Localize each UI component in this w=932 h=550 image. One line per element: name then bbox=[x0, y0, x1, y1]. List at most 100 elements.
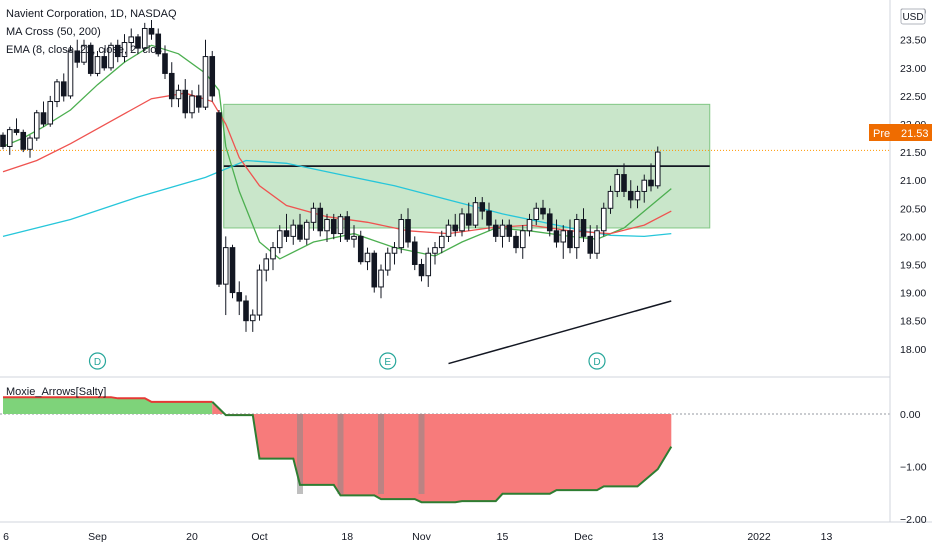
candle-down-body bbox=[405, 219, 411, 243]
candle bbox=[74, 39, 81, 68]
candle bbox=[465, 202, 472, 231]
candle bbox=[357, 230, 364, 265]
candle bbox=[391, 242, 398, 265]
price-axis[interactable]: 24.0023.5023.0022.5022.0021.5021.0020.50… bbox=[900, 7, 926, 356]
price-tick-label: 20.50 bbox=[900, 203, 926, 215]
candle bbox=[405, 208, 411, 248]
candle-up-body bbox=[459, 213, 465, 232]
candle-down-body bbox=[357, 235, 364, 263]
candle-up-body bbox=[47, 101, 54, 125]
candle-down-body bbox=[492, 224, 499, 237]
candle-down-body bbox=[101, 56, 108, 69]
candle bbox=[222, 236, 229, 316]
oscillator-axis[interactable]: 0.00 −1.00 −2.00 bbox=[900, 409, 927, 526]
candle-up-body bbox=[175, 89, 182, 100]
candle bbox=[411, 236, 418, 271]
oscillator-shade-band bbox=[418, 414, 425, 494]
candle-down-body bbox=[216, 112, 222, 285]
candle bbox=[229, 244, 236, 299]
event-marker-label: E bbox=[384, 357, 391, 368]
candle-up-body bbox=[303, 221, 310, 240]
candle bbox=[567, 219, 573, 254]
candle bbox=[519, 225, 526, 259]
candle-down-body bbox=[567, 230, 573, 249]
candle-down-body bbox=[479, 202, 486, 212]
candle-up-body bbox=[81, 44, 87, 63]
event-marker: D bbox=[88, 352, 107, 370]
candle-down-body bbox=[627, 190, 634, 201]
candle-down-body bbox=[209, 56, 216, 97]
candle bbox=[303, 219, 310, 245]
event-marker-circle bbox=[588, 352, 606, 370]
candle bbox=[594, 225, 600, 259]
event-marker-circle bbox=[379, 352, 397, 370]
event-marker-circle bbox=[88, 352, 107, 370]
candle bbox=[600, 202, 607, 237]
candle-up-body bbox=[614, 174, 621, 192]
candle bbox=[162, 45, 168, 80]
candle-down-body bbox=[114, 44, 121, 58]
candle-up-body bbox=[202, 56, 209, 108]
candle bbox=[506, 219, 513, 242]
candle-up-body bbox=[128, 36, 135, 44]
candle-up-body bbox=[108, 44, 114, 69]
candle-down-body bbox=[162, 53, 168, 74]
candle bbox=[310, 202, 317, 231]
currency-label: USD bbox=[902, 12, 923, 23]
candle-up-body bbox=[560, 230, 567, 243]
oscillator-layer bbox=[3, 396, 673, 504]
oscillator-tick-label: −1.00 bbox=[900, 462, 927, 474]
candle bbox=[175, 84, 182, 108]
candle-up-body bbox=[398, 219, 405, 249]
currency-badge[interactable] bbox=[900, 8, 926, 25]
candle-up-body bbox=[519, 230, 526, 249]
candle-up-body bbox=[256, 269, 263, 316]
candle bbox=[101, 48, 108, 71]
candle bbox=[182, 79, 189, 119]
oscillator-legend[interactable]: Moxie_Arrows[Salty] bbox=[6, 386, 107, 398]
candle-up-body bbox=[432, 247, 438, 254]
candle-down-body bbox=[648, 179, 654, 187]
candle bbox=[540, 199, 546, 220]
candle-up-body bbox=[189, 95, 195, 114]
candle-up-body bbox=[425, 252, 432, 277]
candle bbox=[94, 50, 101, 77]
candle-up-body bbox=[594, 230, 600, 254]
candle bbox=[452, 213, 459, 237]
time-tick-label: 6 bbox=[3, 531, 9, 543]
candle-up-body bbox=[270, 247, 276, 260]
oscillator-positive-edge bbox=[3, 396, 213, 403]
candle bbox=[513, 230, 519, 254]
oscillator-tick-label: 0.00 bbox=[900, 409, 921, 421]
candle bbox=[27, 135, 33, 158]
time-axis[interactable]: 6 Sep 20 Oct 18 Nov 15 Dec 13 2022 13 bbox=[3, 531, 832, 543]
candle bbox=[148, 20, 155, 40]
candle-up-body bbox=[290, 224, 297, 237]
candle-down-body bbox=[580, 219, 587, 237]
candle-up-body bbox=[263, 258, 270, 271]
ma-cross-legend[interactable]: MA Cross (50, 200) bbox=[6, 26, 101, 38]
candle-up-body bbox=[600, 207, 607, 232]
candle bbox=[580, 208, 587, 242]
candle bbox=[337, 213, 344, 242]
ema-legend[interactable]: EMA (8, close, 21, close, 2, clos bbox=[6, 44, 162, 56]
candle bbox=[459, 208, 465, 237]
candle bbox=[283, 213, 290, 242]
candle bbox=[432, 242, 438, 265]
candle bbox=[276, 225, 283, 254]
candle bbox=[553, 219, 560, 248]
event-marker-label: D bbox=[593, 357, 600, 368]
candle bbox=[236, 281, 243, 316]
symbol-title[interactable]: Navient Corporation, 1D, NASDAQ bbox=[6, 8, 177, 20]
candle-up-body bbox=[324, 219, 330, 232]
candle-down-body bbox=[135, 36, 141, 49]
candle-up-body bbox=[33, 112, 40, 139]
event-marker: E bbox=[379, 352, 397, 370]
candle bbox=[330, 213, 337, 240]
candle bbox=[216, 109, 222, 287]
candle bbox=[60, 73, 67, 102]
oscillator-tick-label: −2.00 bbox=[900, 514, 927, 526]
candle bbox=[270, 242, 276, 271]
